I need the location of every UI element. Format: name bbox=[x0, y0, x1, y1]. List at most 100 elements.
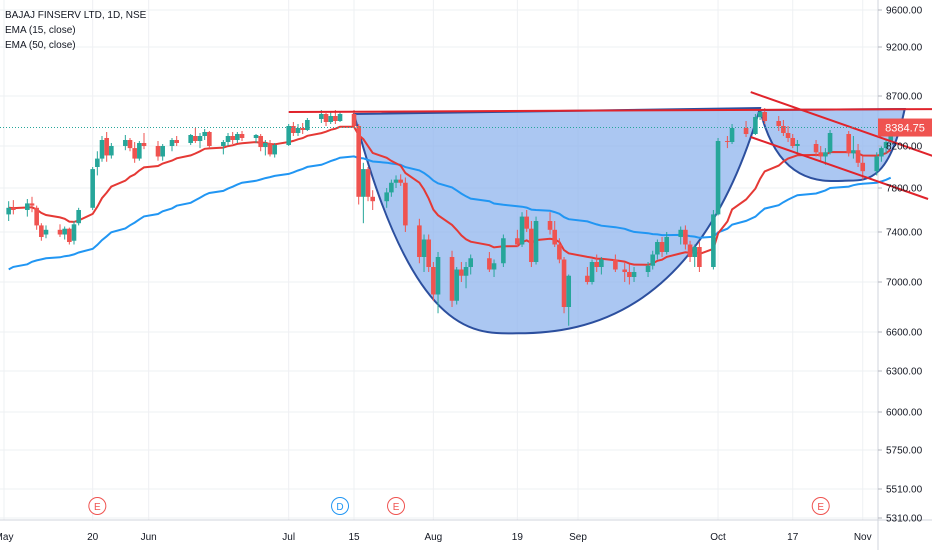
candle-body bbox=[286, 126, 291, 145]
candle bbox=[76, 207, 81, 226]
candle-body bbox=[519, 216, 525, 245]
symbol-title: BAJAJ FINSERV LTD, 1D, NSE bbox=[5, 10, 147, 21]
candle-body bbox=[645, 265, 651, 272]
candle-body bbox=[883, 142, 889, 149]
candle bbox=[599, 257, 604, 275]
candle-body bbox=[67, 228, 72, 242]
candle-body bbox=[454, 269, 459, 301]
handle-upper-channel[interactable] bbox=[750, 91, 932, 157]
candle-body bbox=[258, 136, 263, 148]
candle bbox=[104, 132, 109, 162]
candle-body bbox=[627, 272, 632, 277]
handle-lower-channel[interactable] bbox=[750, 136, 929, 200]
candle-body bbox=[272, 145, 277, 155]
event-marker-circle[interactable] bbox=[387, 497, 406, 515]
candle bbox=[188, 134, 193, 145]
candle bbox=[393, 175, 399, 188]
candle-body bbox=[230, 136, 235, 140]
candle bbox=[43, 225, 49, 239]
candle bbox=[487, 252, 492, 272]
candle-body bbox=[389, 182, 394, 193]
candle-body bbox=[725, 141, 730, 142]
candle bbox=[356, 124, 361, 205]
candle bbox=[846, 131, 852, 157]
candle bbox=[39, 223, 44, 241]
event-marker[interactable]: E bbox=[387, 497, 406, 515]
candle bbox=[272, 143, 277, 158]
candle bbox=[664, 232, 670, 255]
grid bbox=[0, 0, 878, 520]
candle-body bbox=[160, 146, 165, 157]
candle-body bbox=[328, 116, 333, 122]
candle-body bbox=[589, 262, 595, 282]
y-tick-label: 9600.00 bbox=[886, 6, 923, 17]
candle bbox=[295, 124, 301, 136]
candle bbox=[207, 131, 212, 149]
candle bbox=[291, 122, 296, 136]
candle bbox=[692, 244, 698, 267]
candle bbox=[137, 141, 142, 161]
trendlines[interactable] bbox=[288, 91, 932, 200]
candle-body bbox=[851, 150, 856, 154]
candle bbox=[547, 212, 553, 235]
candle bbox=[725, 136, 730, 149]
candle-body bbox=[305, 120, 310, 130]
ema50-legend: EMA (50, close) bbox=[5, 40, 76, 51]
candle bbox=[594, 254, 600, 272]
candle-body bbox=[300, 128, 305, 130]
candle-body bbox=[860, 162, 866, 172]
event-marker[interactable]: E bbox=[811, 497, 830, 515]
candle-body bbox=[99, 140, 105, 159]
candle bbox=[300, 123, 305, 134]
candle bbox=[225, 133, 231, 146]
candle-body bbox=[827, 133, 833, 153]
candle bbox=[99, 136, 105, 162]
candle-body bbox=[29, 203, 35, 206]
candle bbox=[431, 262, 436, 301]
candle bbox=[361, 162, 366, 224]
candle-body bbox=[622, 269, 628, 272]
event-marker[interactable]: E bbox=[88, 497, 107, 515]
event-marker-circle[interactable] bbox=[811, 497, 830, 515]
candle bbox=[417, 218, 422, 264]
resistance-line[interactable] bbox=[288, 108, 932, 113]
candle-body bbox=[123, 140, 128, 146]
candle-body bbox=[753, 117, 758, 134]
candle bbox=[524, 210, 530, 232]
candle-body bbox=[664, 237, 670, 252]
event-marker-label: D bbox=[336, 502, 343, 513]
candle bbox=[561, 257, 567, 314]
event-marker-circle[interactable] bbox=[331, 497, 350, 515]
candle bbox=[589, 259, 595, 285]
x-tick-label: Jun bbox=[141, 532, 157, 543]
x-tick-label: Sep bbox=[569, 532, 587, 543]
candle-body bbox=[319, 114, 324, 119]
ema-15-line bbox=[8, 125, 892, 266]
candle bbox=[174, 136, 179, 146]
candle-body bbox=[692, 247, 698, 257]
candle bbox=[585, 267, 590, 285]
x-tick-label: Oct bbox=[710, 532, 726, 543]
candle bbox=[454, 267, 459, 305]
candle bbox=[757, 110, 763, 120]
candle-body bbox=[39, 225, 44, 237]
candle-body bbox=[879, 148, 884, 157]
candle-body bbox=[235, 134, 240, 140]
candle bbox=[566, 274, 572, 326]
candle-body bbox=[225, 136, 231, 142]
candle-body bbox=[533, 221, 539, 262]
candle bbox=[71, 221, 77, 245]
event-marker-circle[interactable] bbox=[88, 497, 107, 515]
candle-body bbox=[90, 169, 95, 208]
chart-legend: BAJAJ FINSERV LTD, 1D, NSE EMA (15, clos… bbox=[5, 8, 146, 53]
event-marker[interactable]: D bbox=[331, 497, 350, 515]
candle-body bbox=[813, 144, 819, 153]
candle bbox=[365, 167, 371, 202]
candle-body bbox=[463, 267, 469, 276]
candle-body bbox=[421, 239, 427, 257]
candle bbox=[90, 167, 95, 210]
candle-body bbox=[132, 148, 137, 159]
candle-body bbox=[34, 207, 39, 226]
